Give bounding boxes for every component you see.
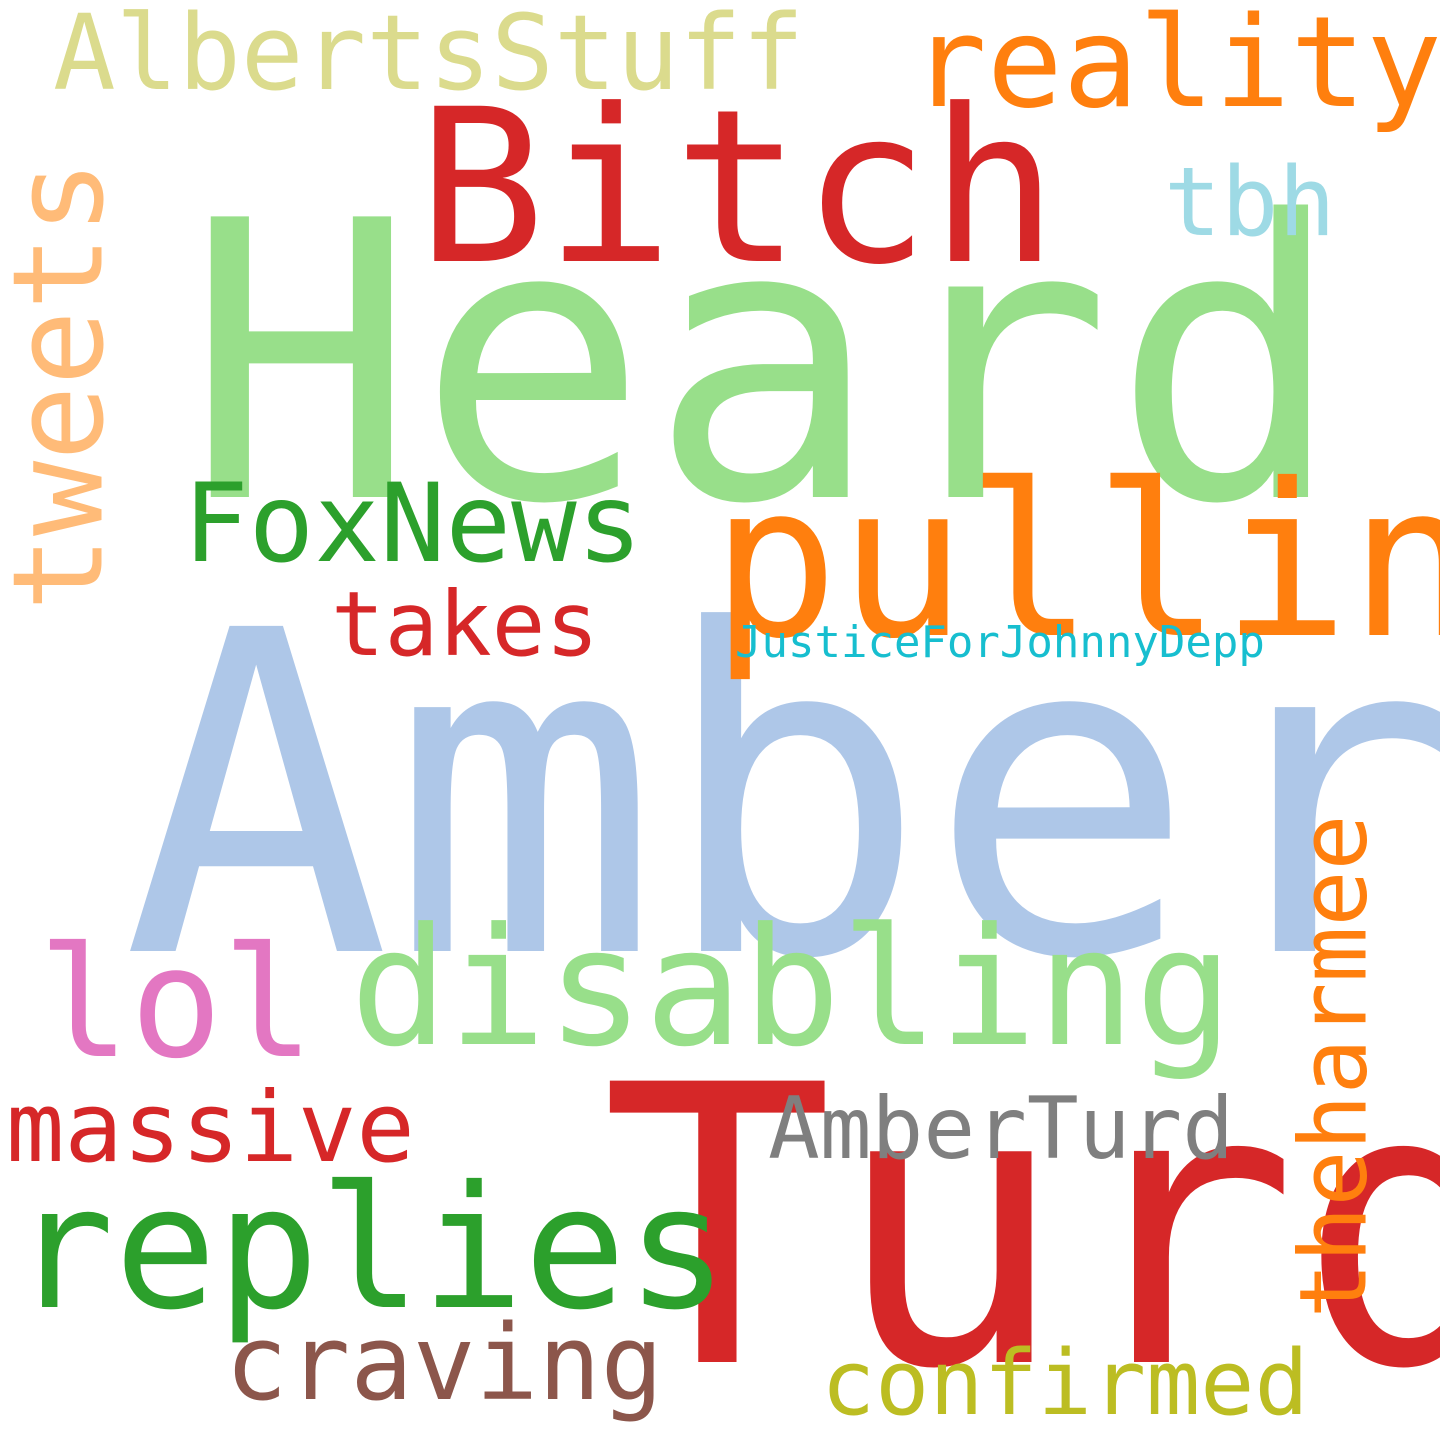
word-heard: Heard <box>185 140 1344 588</box>
word-foxnews: FoxNews <box>183 460 643 587</box>
word-lol: lol <box>38 915 315 1093</box>
word-pulling: pulling <box>711 438 1440 685</box>
word-justicefor-johnnydepp: JusticeForJohnnyDepp <box>735 617 1265 668</box>
word-confirmed: confirmed <box>821 1331 1309 1436</box>
word-massive: massive <box>6 1071 415 1184</box>
word-tweets: tweets <box>0 159 132 612</box>
word-albertsstuff: AlbertsStuff <box>53 0 805 114</box>
word-takes: takes <box>331 572 599 676</box>
word-craving: craving <box>225 1302 664 1424</box>
word-theharmee: theharmee <box>1279 814 1388 1319</box>
word-replies: replies <box>12 1150 729 1348</box>
word-bitch: Bitch <box>417 64 1059 312</box>
word-amberturd: AmberTurd <box>768 1079 1234 1179</box>
word-turd: Turd <box>601 1005 1440 1440</box>
word-amber: Amber <box>122 538 1440 1057</box>
word-disabling: disabling <box>350 894 1234 1083</box>
word-reality: reality <box>911 0 1440 136</box>
word-tbh: tbh <box>1164 148 1336 258</box>
